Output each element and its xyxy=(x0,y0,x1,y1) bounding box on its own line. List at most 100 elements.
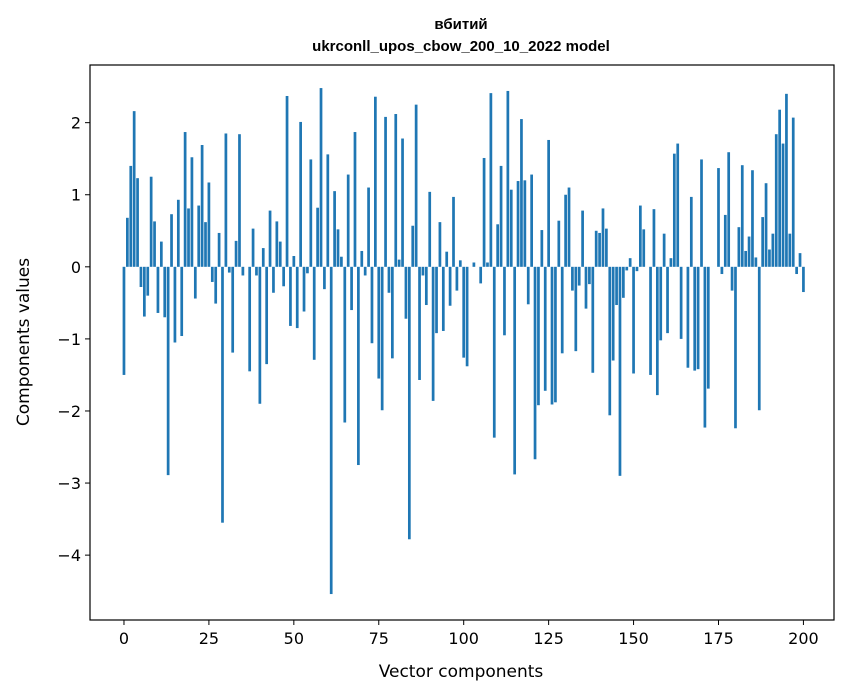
bar xyxy=(132,111,136,267)
bar xyxy=(435,266,438,334)
bar xyxy=(591,266,595,373)
bar xyxy=(452,196,455,267)
bar xyxy=(227,266,231,273)
bar xyxy=(136,178,139,267)
bar xyxy=(747,236,751,267)
bar xyxy=(336,229,340,267)
bar xyxy=(316,207,319,267)
y-axis: −4 −3 −2 −1 0 1 2 xyxy=(57,114,90,565)
bar xyxy=(625,266,629,271)
bar xyxy=(479,266,483,284)
bar xyxy=(418,266,421,380)
bar xyxy=(142,266,146,317)
bar xyxy=(159,241,163,267)
bar xyxy=(407,266,411,540)
bar xyxy=(289,266,292,326)
bar xyxy=(207,182,211,267)
chart-subtitle: ukrconll_upos_cbow_200_10_2022 model xyxy=(312,38,610,55)
bar xyxy=(411,225,415,267)
x-tick-label: 75 xyxy=(369,629,389,648)
x-tick-label: 50 xyxy=(284,629,304,648)
bar xyxy=(516,181,520,267)
bar xyxy=(672,153,676,267)
bar xyxy=(122,266,126,375)
bar xyxy=(720,266,724,275)
bar xyxy=(472,262,476,267)
y-tick-label: −3 xyxy=(57,474,81,493)
bar xyxy=(238,134,241,267)
bar xyxy=(635,266,639,272)
bar xyxy=(526,266,530,305)
bar xyxy=(153,221,156,267)
bar xyxy=(584,266,588,309)
bar xyxy=(458,260,462,267)
x-tick-label: 175 xyxy=(703,629,734,648)
bar xyxy=(272,266,275,293)
bar xyxy=(401,138,404,267)
bar xyxy=(540,230,544,267)
bar xyxy=(248,266,252,372)
bar xyxy=(146,266,150,296)
bar xyxy=(187,208,190,267)
bar xyxy=(384,116,387,267)
bar xyxy=(785,93,788,267)
bar xyxy=(571,266,574,291)
bar xyxy=(323,266,326,290)
bar xyxy=(649,266,652,375)
bar xyxy=(669,258,673,267)
bar xyxy=(666,266,669,334)
bar xyxy=(588,266,591,285)
bar xyxy=(149,176,153,267)
bar xyxy=(214,266,218,304)
bar xyxy=(628,258,632,267)
bar xyxy=(306,266,309,274)
bar xyxy=(761,217,765,267)
bar xyxy=(183,132,187,267)
bar xyxy=(163,266,167,318)
bar xyxy=(424,266,428,306)
bar xyxy=(771,233,775,267)
chart-title: вбитий xyxy=(434,16,487,33)
bar xyxy=(292,256,296,267)
bar xyxy=(581,210,584,267)
bar xyxy=(659,266,663,341)
bar xyxy=(193,266,197,299)
bar xyxy=(662,233,666,267)
x-tick-label: 150 xyxy=(618,629,649,648)
bar xyxy=(438,222,442,267)
bar xyxy=(421,266,425,276)
bar xyxy=(357,266,360,466)
bar xyxy=(370,266,374,344)
bar xyxy=(282,266,286,287)
bar xyxy=(486,262,489,267)
bar xyxy=(489,93,493,267)
bar xyxy=(564,194,567,267)
x-axis: 0 25 50 75 100 125 150 175 200 xyxy=(119,620,819,648)
bar xyxy=(204,222,207,267)
bar xyxy=(200,145,204,267)
bar xyxy=(791,117,795,267)
bar xyxy=(689,196,693,267)
bar xyxy=(346,174,350,267)
bar xyxy=(798,253,802,267)
bar xyxy=(387,266,391,293)
bar xyxy=(795,266,798,275)
bar xyxy=(482,157,486,267)
bar xyxy=(197,205,201,267)
bar xyxy=(496,224,500,267)
bar xyxy=(234,240,238,267)
bar xyxy=(126,217,129,267)
bars-group xyxy=(122,88,805,595)
bar xyxy=(520,119,523,267)
bar xyxy=(730,266,734,291)
y-tick-label: −1 xyxy=(57,330,81,349)
x-axis-label: Vector components xyxy=(379,662,544,682)
bar xyxy=(768,249,771,267)
y-axis-label: Components values xyxy=(14,258,34,426)
bar xyxy=(537,266,540,406)
bar xyxy=(319,88,323,267)
bar xyxy=(217,232,221,267)
bar xyxy=(312,266,316,360)
x-tick-label: 200 xyxy=(788,629,819,648)
bar xyxy=(523,180,527,267)
